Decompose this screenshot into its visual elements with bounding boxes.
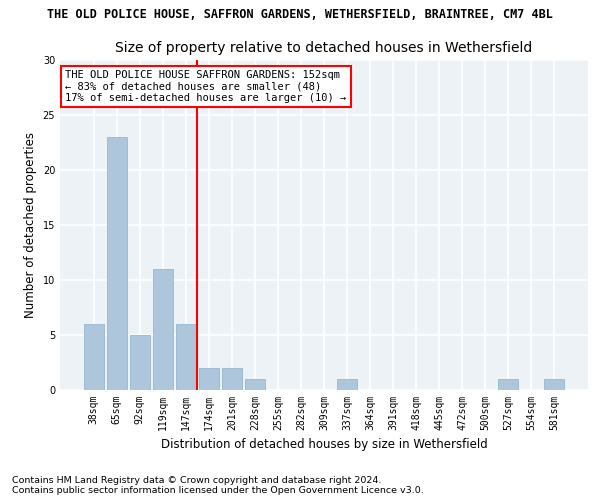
- Y-axis label: Number of detached properties: Number of detached properties: [24, 132, 37, 318]
- Bar: [153, 269, 173, 390]
- Text: THE OLD POLICE HOUSE, SAFFRON GARDENS, WETHERSFIELD, BRAINTREE, CM7 4BL: THE OLD POLICE HOUSE, SAFFRON GARDENS, W…: [47, 8, 553, 20]
- Bar: [107, 137, 127, 390]
- Bar: [199, 368, 218, 390]
- Text: THE OLD POLICE HOUSE SAFFRON GARDENS: 152sqm
← 83% of detached houses are smalle: THE OLD POLICE HOUSE SAFFRON GARDENS: 15…: [65, 70, 347, 103]
- Bar: [337, 379, 357, 390]
- X-axis label: Distribution of detached houses by size in Wethersfield: Distribution of detached houses by size …: [161, 438, 487, 452]
- Bar: [544, 379, 564, 390]
- Bar: [245, 379, 265, 390]
- Bar: [84, 324, 104, 390]
- Bar: [499, 379, 518, 390]
- Text: Contains HM Land Registry data © Crown copyright and database right 2024.
Contai: Contains HM Land Registry data © Crown c…: [12, 476, 424, 495]
- Bar: [176, 324, 196, 390]
- Bar: [222, 368, 242, 390]
- Title: Size of property relative to detached houses in Wethersfield: Size of property relative to detached ho…: [115, 40, 533, 54]
- Bar: [130, 335, 149, 390]
